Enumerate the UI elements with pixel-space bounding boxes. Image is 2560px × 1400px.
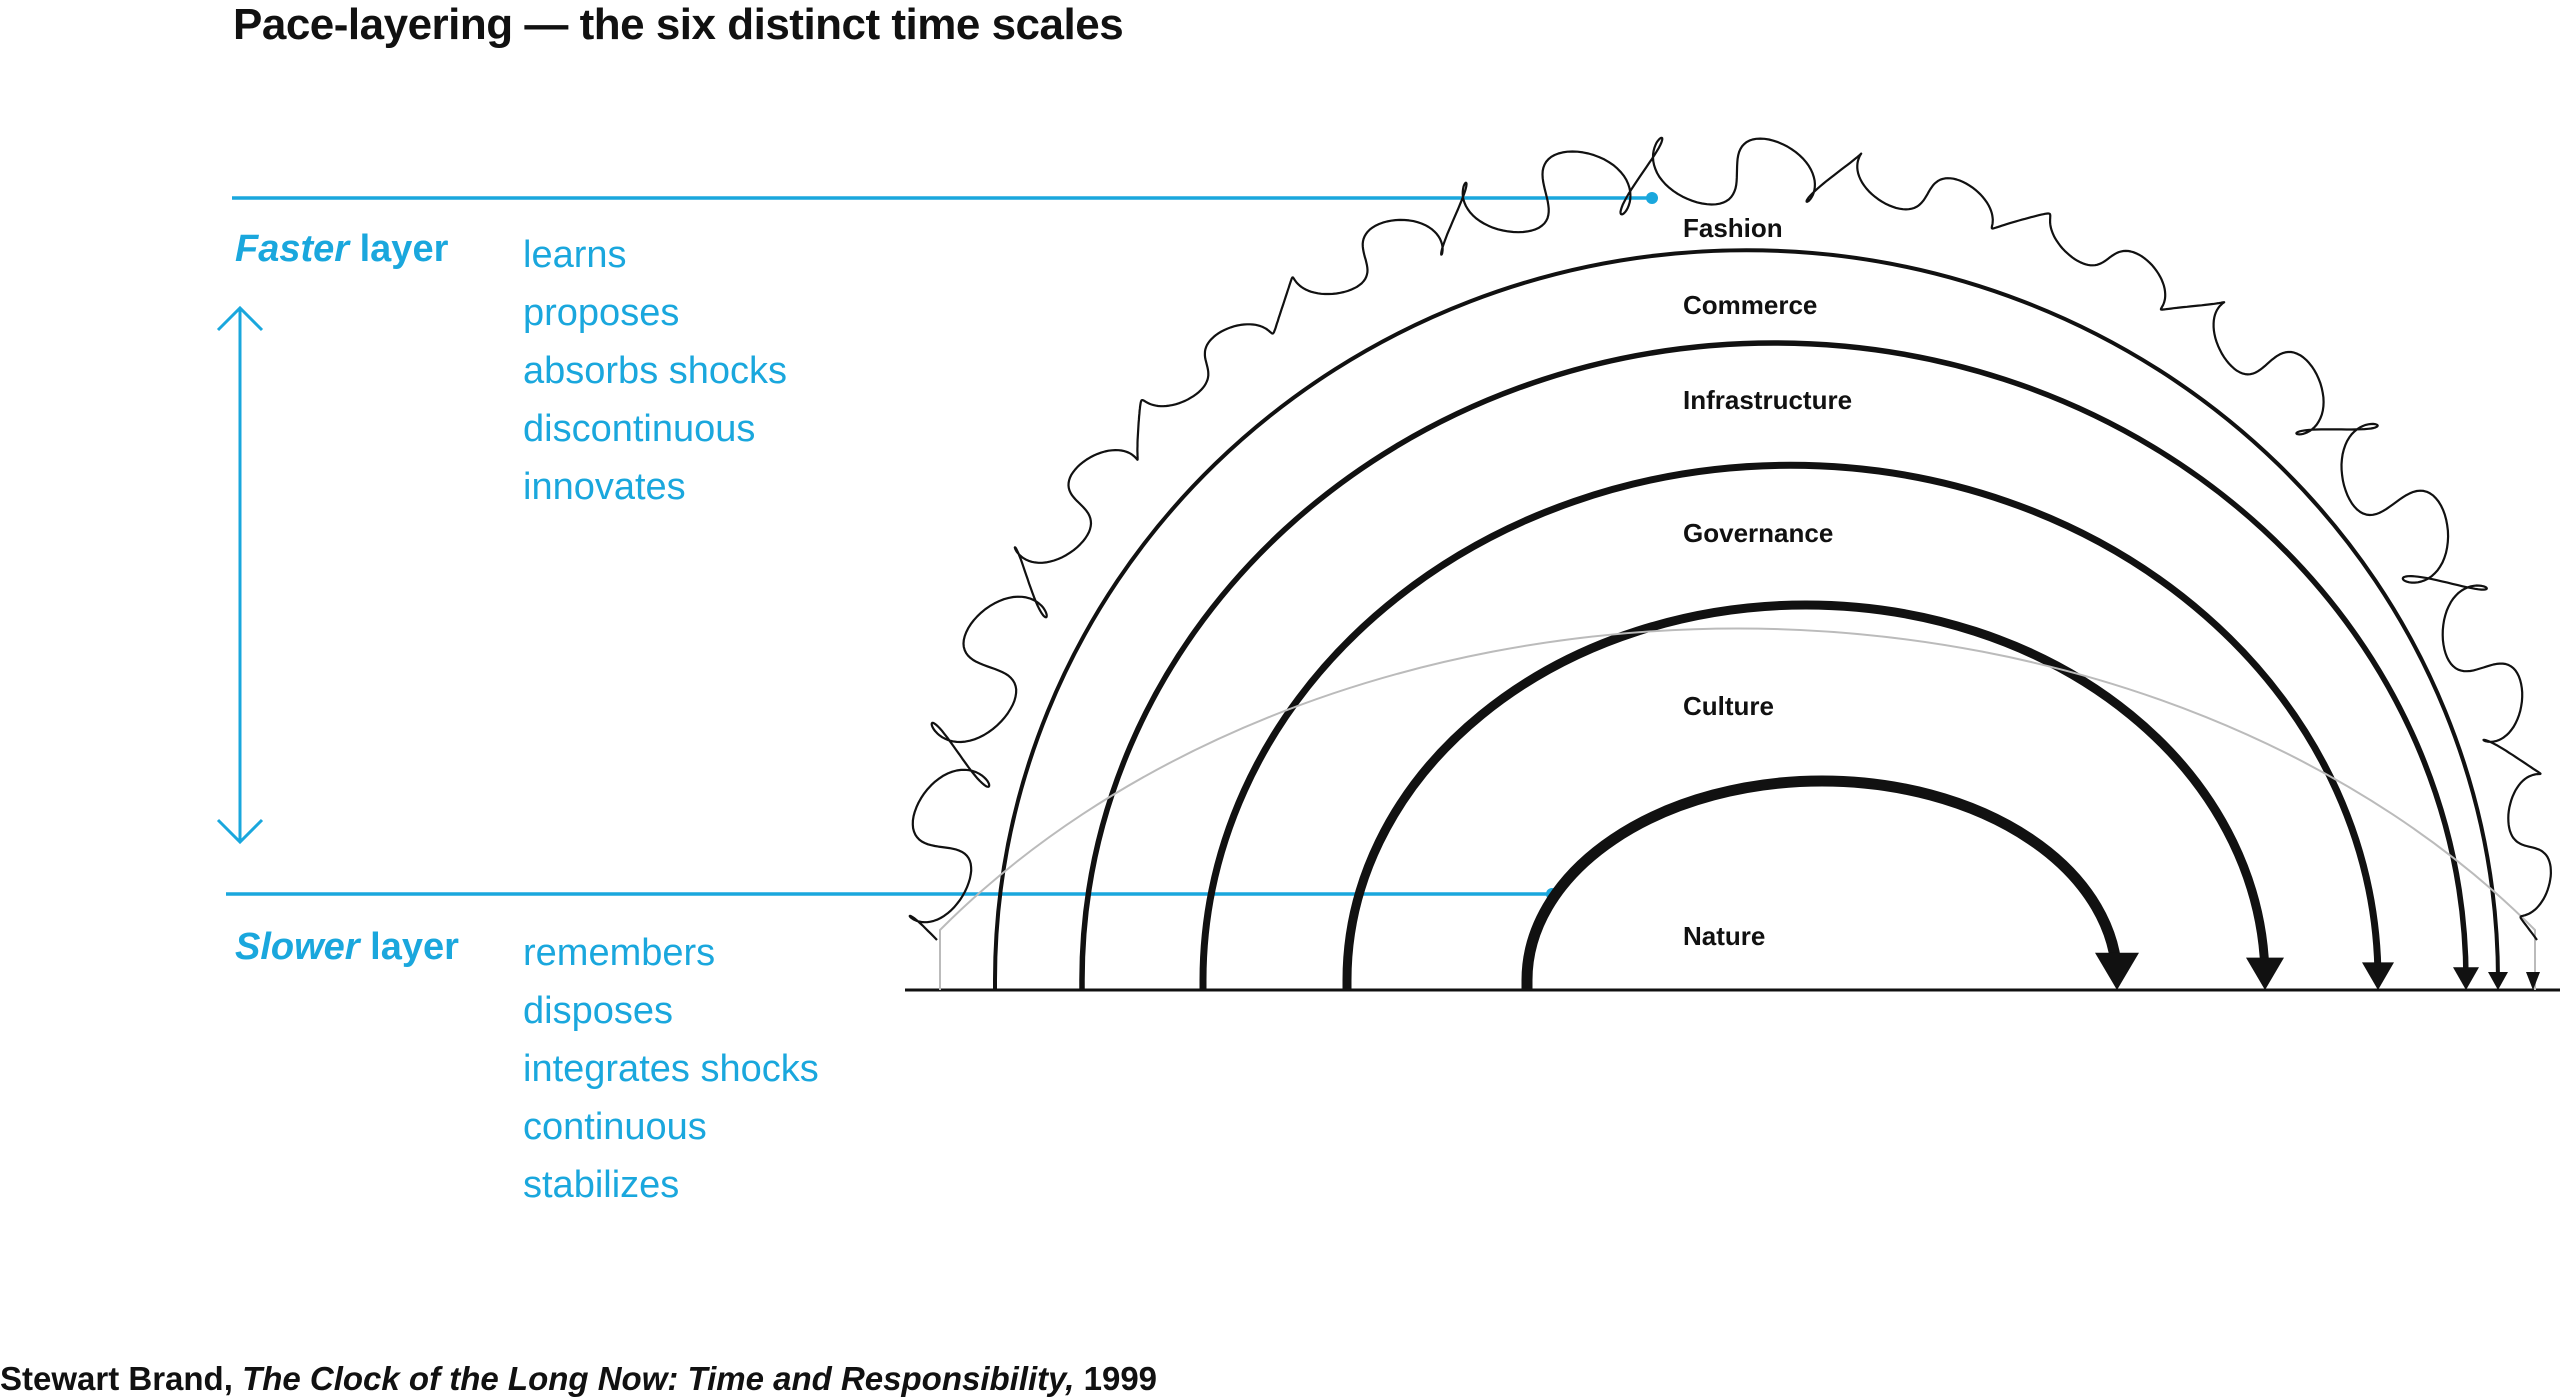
faster-trait: discontinuous (523, 408, 756, 450)
ring-commerce (993, 248, 2500, 990)
layer-label-culture: Culture (1683, 691, 1774, 721)
ring-arrowhead-commerce (2488, 972, 2508, 990)
slower-trait: stabilizes (523, 1164, 680, 1206)
layer-label-infrastructure: Infrastructure (1683, 385, 1852, 415)
ring-culture (1342, 600, 2270, 990)
ring-arrowhead-culture (2246, 957, 2284, 990)
ring-arrowhead-infrastructure (2453, 967, 2479, 990)
faster-trait: proposes (523, 292, 680, 334)
faster-trait: innovates (523, 466, 686, 508)
ring-governance (1199, 461, 2382, 990)
layer-label-nature: Nature (1683, 921, 1765, 951)
fashion-squiggle (908, 136, 2552, 990)
faster-label-emphasis: Faster (235, 228, 350, 270)
ring-arrowhead-governance (2362, 962, 2394, 990)
slower-label-emphasis: Slower (235, 926, 360, 968)
slower-trait: remembers (523, 932, 716, 974)
faster-layer-label: Faster layer (235, 228, 448, 271)
faster-guide-dot (1646, 192, 1658, 204)
slower-traits-list: remembers disposes integrates shocks con… (523, 924, 819, 1214)
faster-trait: absorbs shocks (523, 350, 788, 392)
fashion-guide-arc (939, 627, 2536, 990)
speed-double-arrow (216, 305, 264, 845)
layer-label-governance: Governance (1683, 518, 1833, 548)
slower-trait: disposes (523, 990, 673, 1032)
ring-arrowhead-fashion (2526, 972, 2540, 990)
faster-traits-list: learns proposes absorbs shocks discontin… (523, 226, 787, 516)
slower-label-rest: layer (359, 926, 459, 968)
ring-nature (1521, 775, 2123, 990)
faster-label-rest: layer (349, 228, 449, 270)
fashion-squiggle-path (908, 136, 2552, 941)
layer-label-fashion: Fashion (1683, 213, 1783, 243)
slower-trait: integrates shocks (523, 1048, 819, 1090)
citation: Stewart Brand, The Clock of the Long Now… (0, 1360, 1157, 1398)
slower-layer-label: Slower layer (235, 926, 459, 969)
citation-book: The Clock of the Long Now: Time and Resp… (242, 1360, 1075, 1397)
slower-trait: continuous (523, 1106, 707, 1148)
layer-label-commerce: Commerce (1683, 290, 1817, 320)
faster-trait: learns (523, 234, 627, 276)
citation-author: Stewart Brand, (0, 1360, 243, 1397)
citation-year: 1999 (1074, 1360, 1158, 1397)
page-title: Pace-layering — the six distinct time sc… (233, 0, 1124, 49)
layer-rings (939, 248, 2536, 990)
ring-infrastructure (1079, 340, 2469, 990)
ring-arrowhead-nature (2095, 952, 2139, 990)
